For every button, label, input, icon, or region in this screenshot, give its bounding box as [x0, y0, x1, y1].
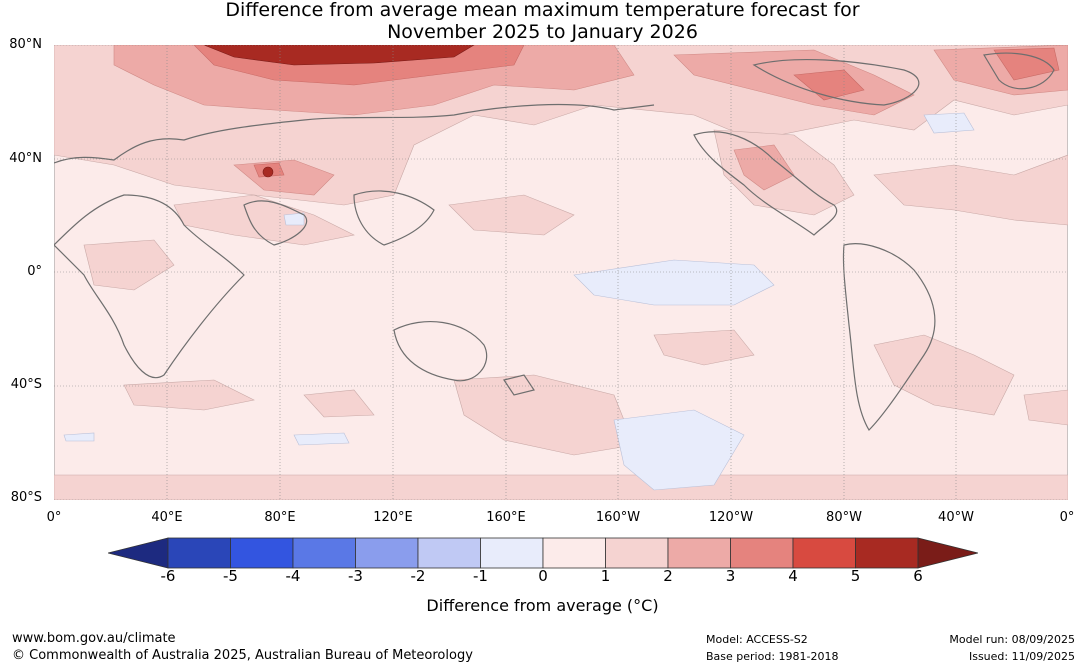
chart-title-line-2: November 2025 to January 2026 — [387, 21, 698, 43]
map-gridlines — [54, 45, 1068, 500]
anomaly-region-negative — [63, 112, 975, 491]
colorbar-tick-label: 6 — [913, 567, 923, 585]
colorbar-tick-label: -3 — [348, 567, 363, 585]
colorbar-segment — [792, 537, 856, 569]
colorbar-segment — [667, 537, 731, 569]
colorbar-label: Difference from average (°C) — [426, 596, 659, 615]
lon-label-120e: 120°E — [373, 510, 413, 525]
chart-title-line-1: Difference from average mean maximum tem… — [225, 0, 860, 21]
colorbar-tick-label: 0 — [538, 567, 548, 585]
lat-label-80n: 80°N — [9, 37, 42, 52]
lat-label-equator: 0° — [27, 264, 42, 279]
colorbar-tick-label: 1 — [600, 567, 611, 585]
colorbar-tick-label: -1 — [473, 567, 488, 585]
lon-label-0-right: 0° — [1059, 510, 1075, 525]
lon-label-160w: 160°W — [595, 510, 641, 525]
colorbar-tick-label: -6 — [160, 567, 176, 585]
colorbar-tick-label: -4 — [285, 567, 301, 585]
lon-label-80w: 80°W — [826, 510, 862, 525]
colorbar-tick-label: 3 — [725, 567, 736, 585]
issued-date: Issued: 11/09/2025 — [968, 650, 1075, 663]
temperature-anomaly-map — [54, 45, 1068, 500]
colorbar-tick-label: 2 — [663, 567, 673, 585]
colorbar-segment — [167, 537, 231, 569]
colorbar-segment — [355, 537, 419, 569]
colorbar-segment — [542, 537, 606, 569]
colorbar-tick-label: 5 — [850, 567, 861, 585]
lat-label-80s: 80°S — [10, 490, 42, 505]
anomaly-region-4-6 — [203, 45, 475, 178]
lon-label-0: 0° — [46, 510, 62, 525]
copyright-text: © Commonwealth of Australia 2025, Austra… — [12, 648, 473, 663]
lon-label-120w: 120°W — [708, 510, 754, 525]
coastlines — [54, 52, 1055, 431]
colorbar — [108, 537, 978, 569]
colorbar-segment — [730, 537, 794, 569]
colorbar-tick-label: -5 — [223, 567, 238, 585]
colorbar-extension-low — [108, 537, 169, 569]
lon-label-80e: 80°E — [264, 510, 296, 525]
lon-label-40e: 40°E — [151, 510, 183, 525]
lat-label-40n: 40°N — [9, 151, 42, 166]
colorbar-segment — [480, 537, 544, 569]
website-link[interactable]: www.bom.gov.au/climate — [12, 631, 176, 646]
colorbar-tick-label: 4 — [788, 567, 798, 585]
colorbar-segment — [417, 537, 481, 569]
colorbar-segment — [855, 537, 919, 569]
model-run-date: Model run: 08/09/2025 — [949, 633, 1075, 646]
colorbar-segment — [230, 537, 294, 569]
base-period: Base period: 1981-2018 — [706, 650, 839, 663]
lon-label-40w: 40°W — [938, 510, 974, 525]
colorbar-extension-high — [917, 537, 978, 569]
colorbar-tick-label: -2 — [410, 567, 426, 585]
colorbar-segment — [605, 537, 669, 569]
lat-label-40s: 40°S — [10, 377, 42, 392]
lon-label-160e: 160°E — [486, 510, 526, 525]
colorbar-segment — [292, 537, 356, 569]
model-name: Model: ACCESS-S2 — [706, 633, 808, 646]
